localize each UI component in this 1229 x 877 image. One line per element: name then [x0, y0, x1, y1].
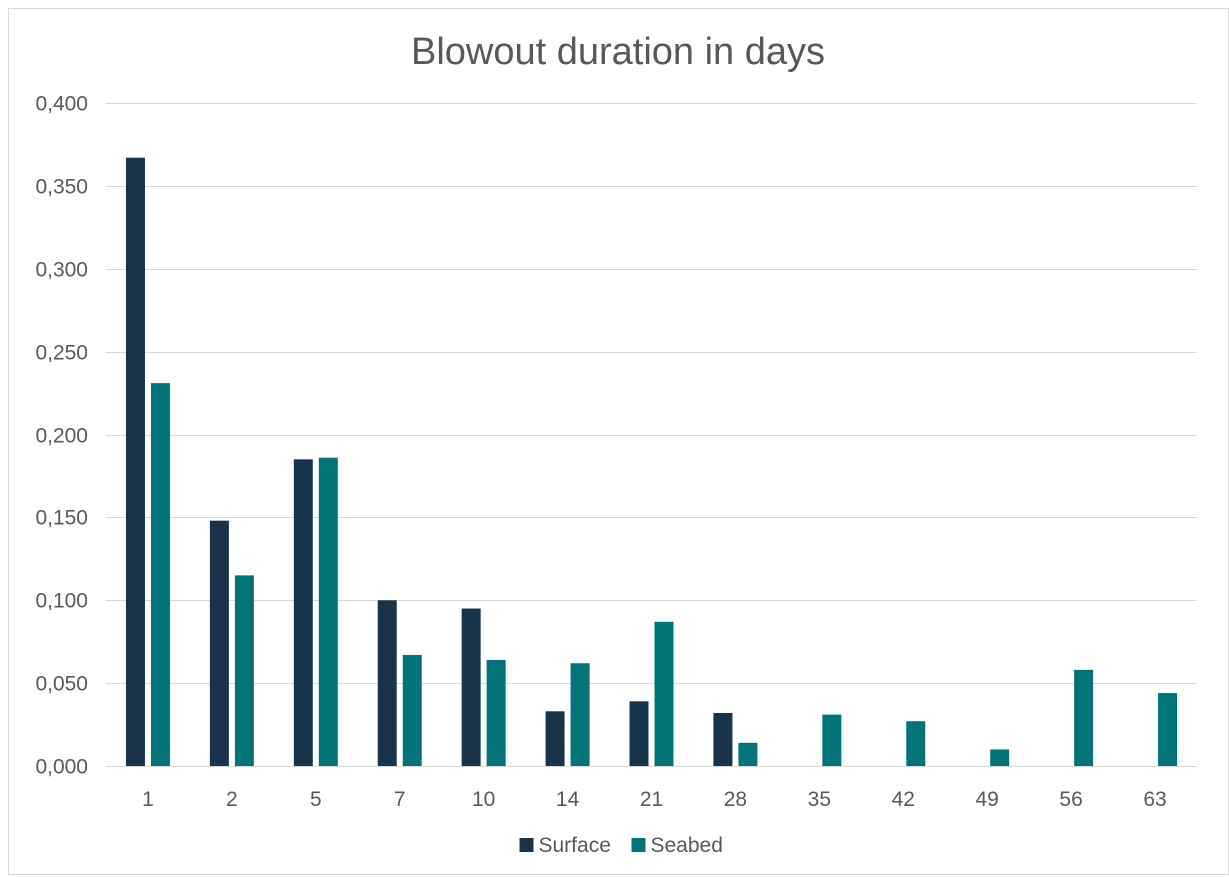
legend-label-surface: Surface: [539, 834, 611, 857]
bar-surface: [545, 711, 565, 766]
chart-border: [8, 8, 1229, 875]
y-tick-label: 0,250: [35, 342, 88, 365]
bar-surface: [125, 157, 145, 766]
bar-seabed: [234, 575, 254, 766]
x-tick-label: 49: [976, 788, 999, 811]
x-tick-label: 14: [556, 788, 580, 811]
bar-surface: [461, 608, 481, 766]
bar-surface: [377, 600, 397, 766]
bar-seabed: [990, 749, 1010, 766]
bar-seabed: [906, 721, 926, 766]
bars: [125, 157, 1178, 766]
y-tick-label: 0,300: [35, 259, 88, 282]
x-tick-label: 21: [640, 788, 663, 811]
bar-seabed: [1074, 669, 1094, 766]
chart-title: Blowout duration in days: [411, 31, 825, 73]
axes: 0,000 0,050 0,100 0,150 0,200 0,250 0,300 0,350…: [35, 93, 1197, 811]
legend-swatch-surface: [519, 838, 534, 852]
bar-surface: [209, 520, 229, 766]
y-tick-label: 0,150: [35, 507, 88, 530]
y-tick-label: 0,350: [35, 176, 88, 199]
gridlines: [106, 103, 1197, 684]
y-tick-label: 0,000: [35, 756, 88, 779]
x-tick-label: 63: [1143, 788, 1166, 811]
y-tick-label: 0,050: [35, 673, 88, 696]
bar-seabed: [486, 659, 506, 766]
x-tick-label: 5: [310, 788, 322, 811]
bar-seabed: [570, 663, 590, 766]
x-tick-label: 10: [472, 788, 495, 811]
bar-seabed: [654, 621, 674, 766]
bar-surface: [293, 459, 313, 766]
bar-surface: [713, 712, 733, 766]
x-tick-label: 56: [1059, 788, 1082, 811]
legend-label-seabed: Seabed: [651, 834, 723, 857]
x-tick-label: 42: [892, 788, 915, 811]
bar-seabed: [1158, 693, 1178, 766]
legend: Surface Seabed: [519, 834, 723, 857]
y-tick-label: 0,400: [35, 93, 88, 116]
bar-seabed: [150, 383, 170, 766]
bar-surface: [629, 701, 649, 766]
x-tick-label: 7: [394, 788, 406, 811]
x-tick-label: 1: [142, 788, 154, 811]
x-tick-label: 28: [724, 788, 747, 811]
legend-swatch-seabed: [631, 838, 646, 852]
y-tick-label: 0,200: [35, 425, 88, 448]
x-tick-label: 2: [226, 788, 238, 811]
x-tick-label: 35: [808, 788, 831, 811]
bar-seabed: [738, 742, 758, 766]
bar-seabed: [822, 714, 842, 766]
bar-seabed: [318, 457, 338, 766]
bar-seabed: [402, 654, 422, 766]
y-tick-label: 0,100: [35, 590, 88, 613]
